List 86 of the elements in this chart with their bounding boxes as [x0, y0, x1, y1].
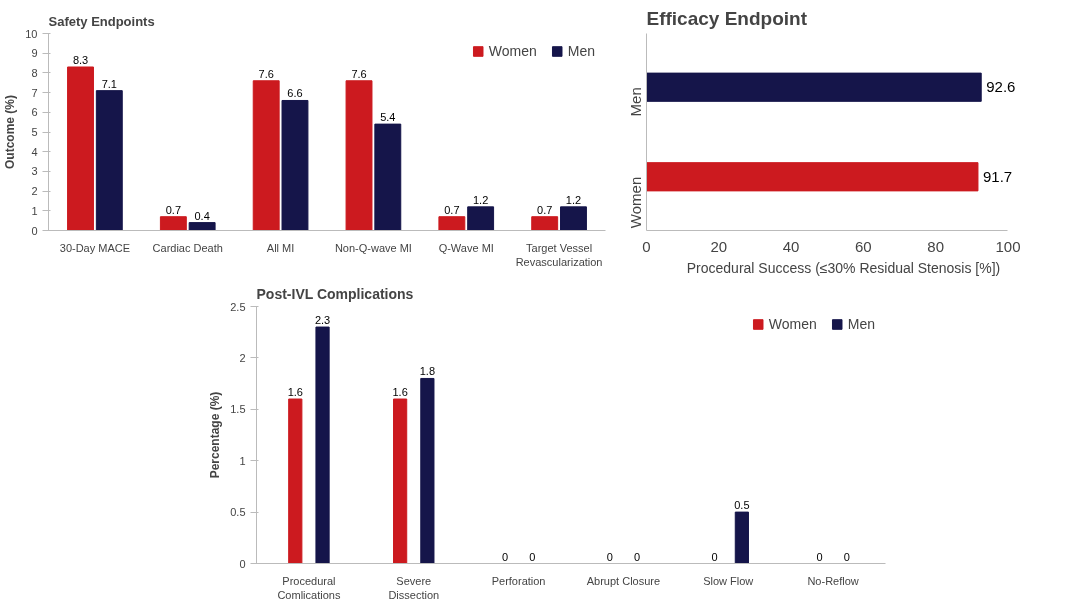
- data-label: 0.7: [165, 203, 182, 216]
- legend-label: Men: [847, 316, 875, 332]
- data-label: 1.6: [287, 386, 303, 399]
- bar: [560, 206, 587, 231]
- y-tick-label: 0: [31, 224, 38, 237]
- y-tick-label: 8: [31, 66, 38, 79]
- x-tick-label: Non-Q-wave MI: [334, 241, 412, 254]
- data-label: 1.2: [472, 193, 489, 206]
- x-tick-label: No-Reflow: [807, 574, 859, 587]
- data-label: 91.7: [982, 167, 1013, 185]
- y-tick-label: 4: [31, 145, 38, 158]
- data-label: 0: [711, 550, 718, 563]
- x-tick-label: Target Vessel Revascularization: [515, 241, 603, 268]
- x-tick-label: Cardiac Death: [152, 241, 223, 254]
- data-label: 0: [606, 550, 613, 563]
- bar: [188, 222, 216, 231]
- x-axis-title: Procedural Success (≤30% Residual Stenosis [%]): [686, 259, 1001, 276]
- legend-label: Women: [488, 43, 537, 59]
- y-tick-label: 9: [31, 47, 38, 60]
- data-label: 1.8: [419, 365, 436, 378]
- data-label: 0.4: [194, 209, 210, 222]
- x-tick-label: Abrupt Closure: [586, 574, 661, 587]
- x-tick-label: Slow Flow: [703, 574, 754, 587]
- data-label: 92.6: [986, 78, 1016, 96]
- data-label: 8.3: [72, 53, 89, 66]
- y-axis-title: Outcome (%): [3, 94, 18, 169]
- data-label: 2.3: [314, 314, 331, 327]
- data-label: 0.5: [734, 499, 750, 512]
- y-tick-label: 2: [31, 185, 38, 198]
- data-label: 0: [501, 550, 509, 563]
- data-label: 7.6: [258, 67, 274, 80]
- bar: [734, 511, 749, 564]
- chart-title: Post-IVL Complications: [256, 285, 414, 302]
- legend-label: Women: [768, 316, 817, 332]
- y-tick-label: 1.5: [230, 403, 246, 416]
- data-label: 0.7: [537, 203, 553, 216]
- bar: [95, 90, 123, 231]
- y-tick-label: 1: [239, 454, 246, 467]
- data-label: 0.7: [444, 203, 460, 216]
- bar: [438, 216, 466, 231]
- bar: [531, 216, 559, 231]
- bar: [420, 377, 435, 564]
- bar: [467, 206, 495, 231]
- bar: [393, 398, 408, 564]
- legend-label: Men: [567, 43, 595, 59]
- data-label: 7.1: [101, 77, 117, 90]
- bar: [252, 80, 280, 231]
- y-tick-label: 1: [31, 204, 38, 217]
- y-tick-label: 3: [31, 165, 38, 178]
- chart-title: Safety Endpoints: [48, 13, 155, 29]
- data-label: 7.6: [351, 67, 367, 80]
- x-tick-label: 100: [995, 237, 1021, 255]
- x-tick-label: Severe Dissection: [388, 574, 440, 601]
- y-tick-label: 5: [31, 126, 38, 138]
- bar: [374, 123, 402, 231]
- x-tick-label: 80: [927, 237, 945, 255]
- data-label: 0: [529, 550, 536, 563]
- y-tick-label: 0.5: [230, 506, 246, 519]
- x-tick-label: 20: [710, 237, 728, 255]
- chart-title: Efficacy Endpoint: [646, 7, 808, 29]
- x-tick-label: Procedural Comlications: [277, 574, 341, 601]
- data-label: 1.2: [565, 193, 582, 206]
- bar: [281, 99, 309, 231]
- bar: [159, 216, 187, 231]
- bar: [315, 326, 330, 564]
- x-tick-label: Q-Wave MI: [438, 241, 494, 254]
- y-tick-label: 2.5: [230, 300, 246, 313]
- x-tick-label: 60: [855, 237, 872, 255]
- y-tick-label: 6: [31, 106, 38, 119]
- x-tick-label: All MI: [266, 241, 295, 254]
- y-tick-label: 0: [239, 557, 246, 570]
- data-label: 0: [843, 550, 850, 563]
- y-tick-label: 10: [25, 27, 38, 40]
- bar: [345, 80, 373, 231]
- bar: [288, 398, 303, 564]
- x-tick-label: 40: [782, 237, 800, 255]
- x-tick-label: Perforation: [491, 574, 546, 587]
- data-label: 0: [816, 550, 823, 563]
- data-label: 5.4: [380, 111, 396, 124]
- y-axis-title: Percentage (%): [208, 391, 223, 479]
- bar: [67, 66, 94, 231]
- data-label: 6.6: [287, 87, 303, 100]
- y-tick-label: 7: [31, 86, 38, 99]
- x-tick-label: 30-Day MACE: [59, 241, 131, 254]
- data-label: 1.6: [392, 386, 408, 399]
- y-tick-label: 2: [239, 351, 246, 364]
